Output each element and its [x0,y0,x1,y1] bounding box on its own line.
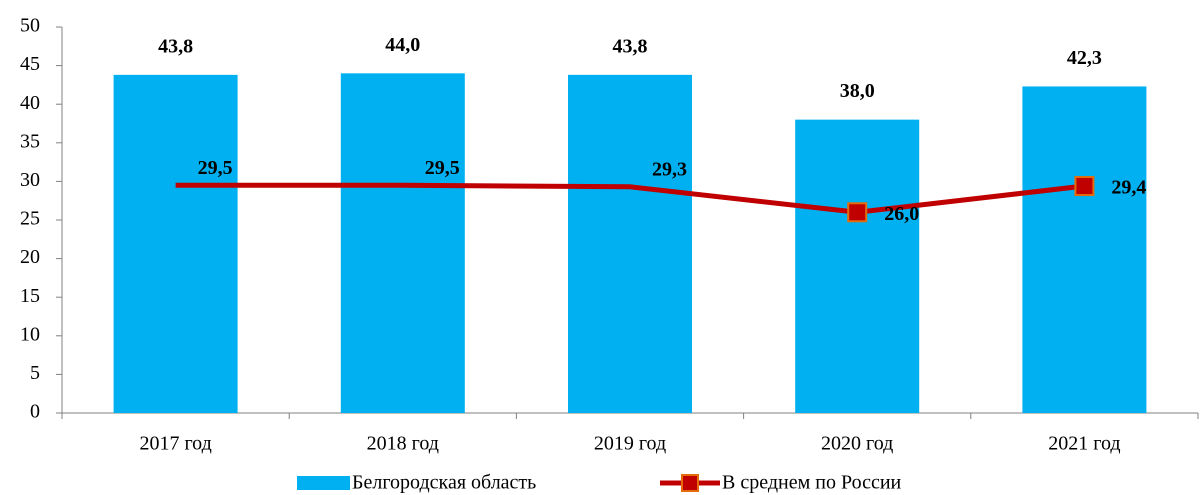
bar-value-label: 43,8 [613,35,648,57]
legend-marker [681,474,699,492]
line-marker [847,202,868,223]
legend-label: Белгородская область [352,472,536,494]
line-value-label: 29,5 [198,157,233,179]
bar-value-label: 42,3 [1067,47,1102,69]
y-tick-label: 25 [20,208,40,230]
line-value-label: 29,4 [1111,177,1146,199]
legend-swatch [297,476,350,490]
bar-value-label: 43,8 [158,35,193,57]
line [175,182,1085,215]
y-tick-label: 45 [20,53,40,75]
y-tick-label: 20 [20,246,40,268]
y-tick-label: 40 [20,92,40,114]
bar [340,73,465,413]
y-tick-label: 10 [20,323,40,345]
bar [113,74,238,413]
line-marker [1074,176,1095,197]
x-tick-label: 2021 год [1048,433,1120,455]
line-value-label: 29,5 [425,157,460,179]
bar-value-label: 38,0 [840,80,875,102]
bar-value-label: 44,0 [385,34,420,56]
x-tick-label: 2019 год [594,433,666,455]
bar [795,119,920,413]
bar [568,74,692,413]
line-value-label: 26,0 [884,203,919,225]
x-tick-label: 2020 год [821,433,893,455]
y-tick-label: 30 [20,169,40,191]
line-value-label: 29,3 [652,158,687,180]
y-tick-label: 50 [20,15,40,37]
y-tick-label: 35 [20,130,40,152]
x-tick-label: 2017 год [139,433,211,455]
y-tick-label: 0 [30,401,40,423]
bar [1022,86,1147,413]
x-tick-label: 2018 год [367,433,439,455]
y-tick-label: 5 [30,362,40,384]
legend-label: В среднем по России [722,472,902,494]
y-tick-label: 15 [20,285,40,307]
